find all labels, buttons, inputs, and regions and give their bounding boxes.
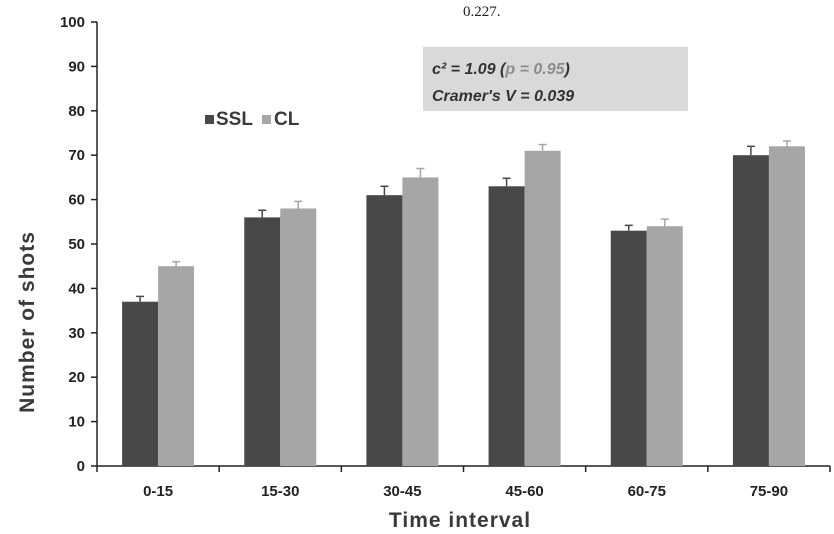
x-tick-label: 45-60 [505,483,543,500]
y-axis: 0 10 20 30 40 50 60 70 80 90 100 [60,14,98,475]
bar-cl [646,226,683,466]
bar-ssl [366,195,403,466]
bars [122,140,805,467]
y-tick-label: 100 [60,14,85,31]
y-tick-label: 30 [68,325,85,342]
bar-ssl [732,155,769,466]
bar-cl [402,177,439,466]
cramers-v-text: Cramer's V = 0.039 [432,88,574,105]
x-tick-label: 15-30 [261,483,299,500]
bar-ssl [488,186,525,466]
y-tick-label: 10 [68,414,85,431]
top-text-fragment: 0.227. [463,4,501,20]
y-tick-label: 0 [77,458,85,475]
legend-label-cl: CL [274,109,300,130]
bar-cl [768,146,805,466]
x-axis-title: Time interval [389,509,531,532]
legend-swatch-ssl [205,115,214,124]
bar-ssl [122,301,159,466]
statistics-box-background [423,47,688,111]
p-value: p = 0.95 [504,61,565,78]
bar-cl [158,266,195,466]
chi-square-value: c² = 1.09 ( [432,61,507,78]
y-tick-label: 20 [68,369,85,386]
x-tick-label: 60-75 [628,483,666,500]
y-tick-label: 40 [68,280,85,297]
chi-square-text: c² = 1.09 (p = 0.95) [432,61,570,78]
bar-ssl [610,230,647,466]
bar-ssl [244,217,281,466]
x-axis: 0-15 15-30 30-45 45-60 60-75 75-90 [96,465,831,500]
y-axis-title: Number of shots [16,231,39,413]
statistics-box: c² = 1.09 (p = 0.95) Cramer's V = 0.039 [423,47,688,111]
chi-square-close: ) [563,61,570,78]
y-tick-label: 70 [68,147,85,164]
y-tick-label: 90 [68,58,85,75]
legend-label-ssl: SSL [216,109,253,130]
legend: SSL CL [205,109,300,130]
x-tick-label: 75-90 [750,483,788,500]
x-tick-label: 0-15 [143,483,173,500]
y-tick-label: 80 [68,103,85,120]
bar-cl [280,208,317,467]
y-tick-label: 50 [68,236,85,253]
y-tick-label: 60 [68,192,85,209]
bar-cl [524,150,561,466]
x-tick-label: 30-45 [383,483,421,500]
legend-swatch-cl [262,115,271,124]
